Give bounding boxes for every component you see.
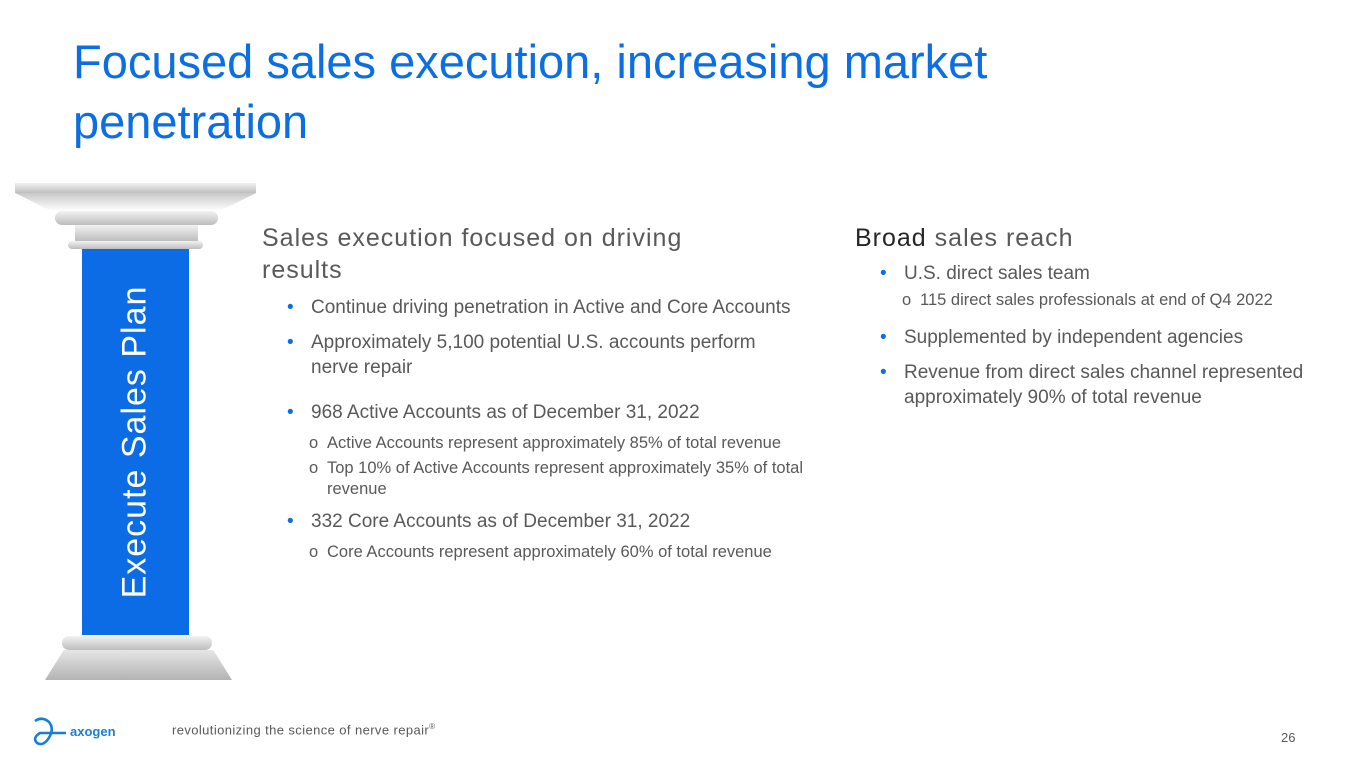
slide-title: Focused sales execution, increasing mark… [73,35,988,148]
bullet: U.S. direct sales team 115 direct sales … [880,261,1325,311]
sub-bullet: Active Accounts represent approximately … [309,433,807,454]
bullet-text: Continue driving penetration in Active a… [311,297,791,318]
pillar-capital [75,225,198,241]
pillar-cornice-curve [15,193,256,211]
axogen-logo-icon [33,717,66,746]
left-column: Sales execution focused on driving resul… [262,222,807,563]
page-number: 26 [1281,730,1296,745]
sub-bullet: Core Accounts represent approximately 60… [309,542,807,563]
logo-text: axogen [70,724,116,739]
bullet: Approximately 5,100 potential U.S. accou… [287,330,807,380]
bullet-text: Supplemented by independent agencies [904,327,1244,348]
pillar-capital-ring [55,211,218,225]
pillar-capital-band [68,241,203,249]
heading-rest: sales reach [926,224,1074,252]
bullet: 968 Active Accounts as of December 31, 2… [287,400,807,500]
bullet-text: Approximately 5,100 potential U.S. accou… [311,332,756,378]
tagline-text: revolutionizing the science of nerve rep… [172,722,430,738]
left-heading: Sales execution focused on driving resul… [262,224,683,284]
sub-bullet: Top 10% of Active Accounts represent app… [309,458,807,500]
right-heading: Broad sales reach [855,222,1325,254]
bullet-text: Revenue from direct sales channel repres… [904,362,1304,408]
bullet-text: 968 Active Accounts as of December 31, 2… [311,402,700,423]
bullet: Revenue from direct sales channel repres… [880,360,1304,410]
pillar-shaft: Execute Sales Plan [82,249,189,635]
footer-tagline: revolutionizing the science of nerve rep… [172,722,435,737]
bullet-text: U.S. direct sales team [904,263,1090,284]
pillar-label: Execute Sales Plan [115,285,154,599]
pillar-cornice [15,183,256,193]
pillar-base-ring [62,636,212,650]
heading-strong: Broad [855,224,927,252]
bullet: 332 Core Accounts as of December 31, 202… [287,509,807,563]
bullet: Continue driving penetration in Active a… [287,295,807,320]
pillar-base [45,650,232,680]
bullet: Supplemented by independent agencies [880,325,1325,350]
right-column: Broad sales reach U.S. direct sales team… [855,222,1325,410]
registered-mark: ® [429,722,436,731]
sub-bullet: 115 direct sales professionals at end of… [902,290,1282,311]
bullet-text: 332 Core Accounts as of December 31, 202… [311,511,691,532]
